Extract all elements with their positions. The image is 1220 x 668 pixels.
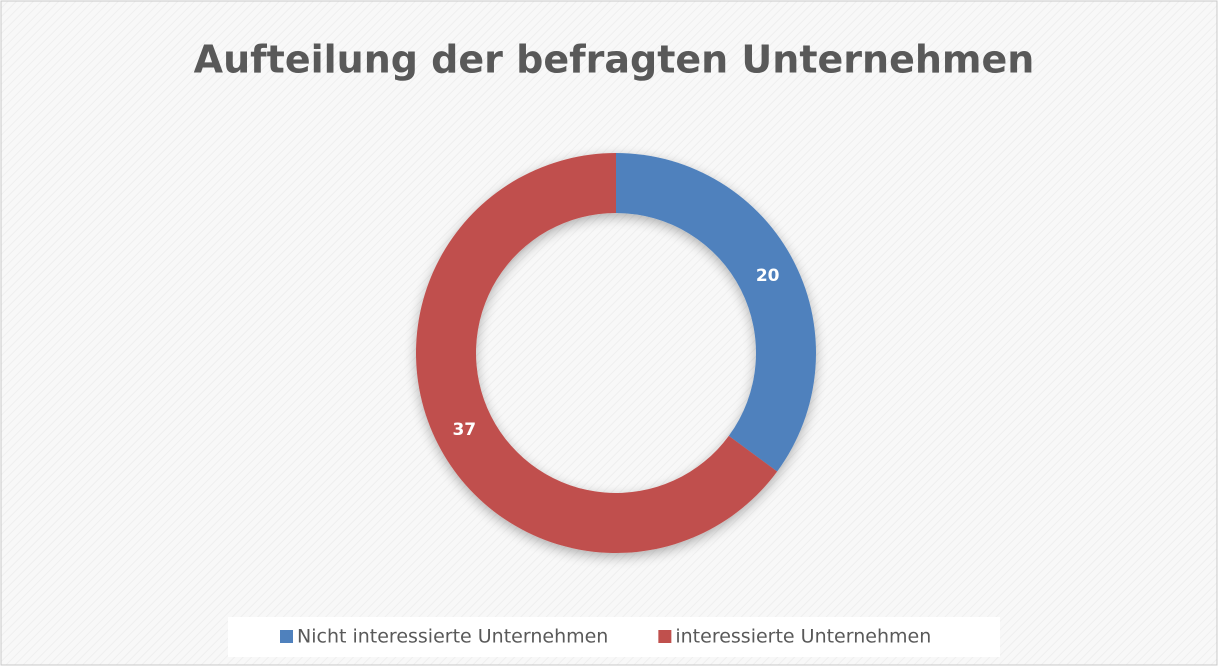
legend-label: interessierte Unternehmen <box>675 626 931 648</box>
legend-box <box>228 617 1000 657</box>
data-label: 37 <box>452 420 476 440</box>
donut-segment <box>415 153 778 554</box>
legend: Nicht interessierte Unternehmen interessi… <box>280 626 931 648</box>
data-label: 20 <box>756 266 780 286</box>
legend-swatch <box>658 630 672 643</box>
legend-swatch <box>280 630 293 643</box>
donut <box>415 153 816 554</box>
chart-title: Aufteilung der befragten Unternehmen <box>194 38 1035 82</box>
donut-segment <box>616 153 816 472</box>
legend-label: Nicht interessierte Unternehmen <box>297 626 608 648</box>
